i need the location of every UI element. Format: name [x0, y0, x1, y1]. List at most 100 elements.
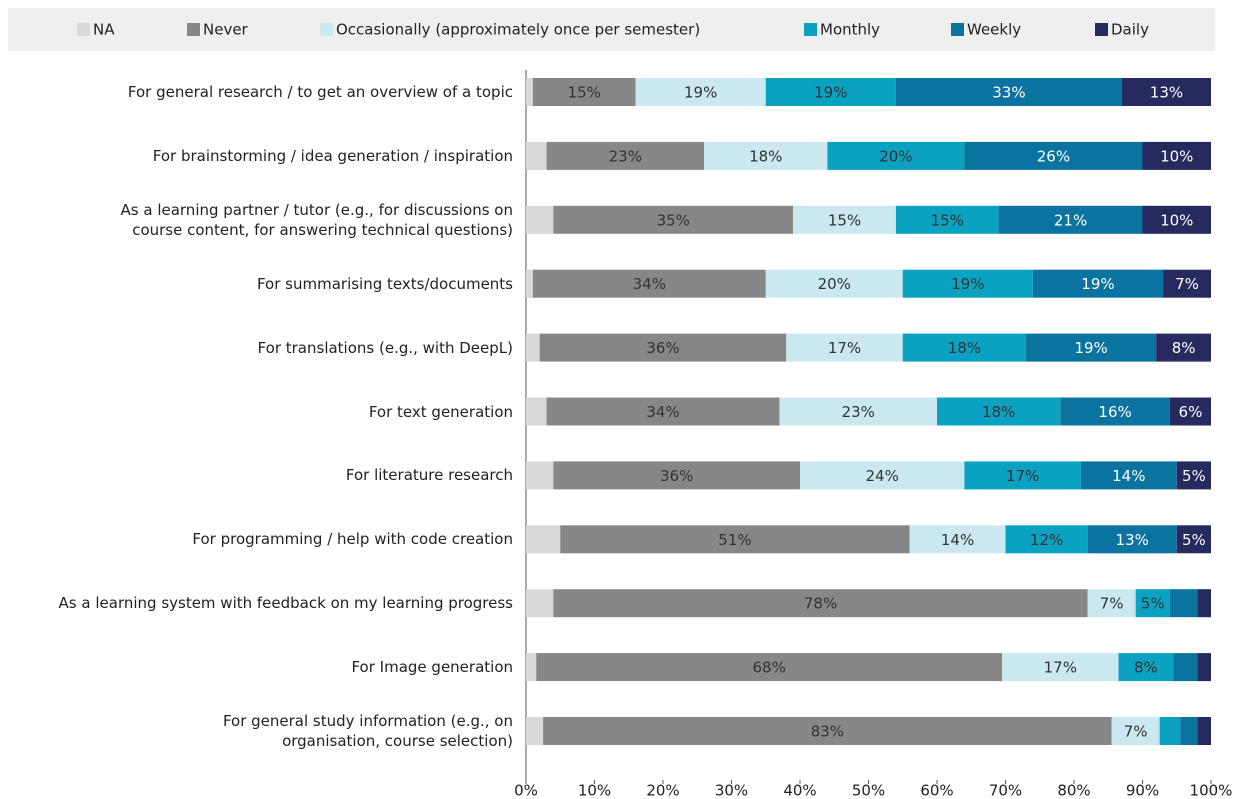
bar-segment [553, 205, 794, 234]
bar-segment [1176, 525, 1211, 554]
bar-label: 20% [818, 275, 851, 293]
bar-label: 83% [811, 723, 844, 741]
bar-label: 5% [1141, 595, 1165, 613]
bar-label: 12% [1030, 531, 1063, 549]
bar-segment [779, 397, 937, 426]
bar-label: 36% [660, 467, 693, 485]
bar-label: 14% [941, 531, 974, 549]
bar-label: 18% [749, 147, 782, 165]
bar-label: 8% [1172, 339, 1196, 357]
bar-segment [902, 269, 1033, 298]
bar-label: 21% [1054, 211, 1087, 229]
bar-segment [1169, 589, 1198, 618]
bar-label: 20% [879, 147, 912, 165]
bar-segment [1026, 333, 1157, 362]
bar-label: 33% [992, 84, 1025, 102]
bar-segment [1118, 653, 1174, 682]
bar-label: 17% [1006, 467, 1039, 485]
bar-label: 13% [1150, 84, 1183, 102]
legend-label: Monthly [820, 21, 880, 39]
bar-label: 17% [1044, 659, 1077, 677]
bar-segment [526, 461, 554, 490]
bar-label: 34% [633, 275, 666, 293]
bar-segment [553, 589, 1088, 618]
bar-label: 19% [814, 84, 847, 102]
bar-segment [909, 525, 1006, 554]
legend-label: Occasionally (approximately once per sem… [336, 21, 700, 39]
bar-label: 26% [1037, 147, 1070, 165]
bar-segment [546, 141, 705, 170]
bar-label: 13% [1116, 531, 1149, 549]
bar-segment [827, 141, 965, 170]
bar-label: 15% [828, 211, 861, 229]
bar-label: 23% [842, 403, 875, 421]
bar-segment [1121, 78, 1211, 106]
bar-segment [1173, 653, 1198, 682]
bar-segment [1176, 461, 1211, 490]
category-label: For text generation [368, 402, 513, 421]
bar-label: 18% [982, 403, 1015, 421]
bar-label: 7% [1124, 723, 1148, 741]
x-tick-label: 30% [715, 782, 748, 799]
bar-segment [553, 461, 800, 490]
bar-segment [526, 717, 544, 745]
category-label: For literature research [345, 466, 513, 485]
bar-segment [536, 653, 1003, 682]
bar-segment [1197, 653, 1211, 682]
legend-swatch [77, 23, 90, 36]
bar-label: 15% [568, 84, 601, 102]
bar-segment [526, 589, 554, 618]
bar-segment [902, 333, 1027, 362]
bar-label: 78% [804, 595, 837, 613]
bar-label: 10% [1160, 211, 1193, 229]
bar-segment [1142, 205, 1211, 234]
bar-segment [526, 333, 540, 362]
category-label: For general research / to get an overvie… [127, 83, 513, 101]
legend-swatch [1095, 23, 1108, 36]
legend-swatch [320, 23, 333, 36]
bar-label: 19% [1081, 275, 1114, 293]
bar-segment [964, 461, 1081, 490]
x-tick-label: 0% [514, 782, 538, 799]
bar-label: 34% [646, 403, 679, 421]
bar-segment [526, 397, 547, 426]
bar-segment [895, 78, 1122, 106]
category-label: For Image generation [351, 658, 513, 677]
bar-label: 19% [951, 275, 984, 293]
bar-segment [1111, 717, 1160, 745]
legend-label: Weekly [967, 21, 1021, 39]
bar-segment [1197, 589, 1211, 618]
category-label: For translations (e.g., with DeepL) [257, 338, 513, 357]
bar-segment [526, 205, 554, 234]
bar-segment [964, 141, 1143, 170]
bar-label: 5% [1182, 467, 1206, 485]
bar-label: 19% [1074, 339, 1107, 357]
category-label: For summarising texts/documents [256, 274, 513, 293]
category-label: For brainstorming / idea generation / in… [152, 146, 513, 165]
bar-segment [704, 141, 828, 170]
category-label: For programming / help with code creatio… [192, 530, 513, 549]
x-tick-label: 70% [989, 782, 1022, 799]
legend-label: Never [203, 21, 249, 39]
bar-segment [526, 141, 547, 170]
bar-segment [895, 205, 999, 234]
bar-segment [526, 78, 533, 106]
bar-label: 23% [609, 147, 642, 165]
bar-label: 36% [646, 339, 679, 357]
bar-segment [1032, 269, 1164, 298]
bar-segment [1142, 141, 1211, 170]
bar-label: 19% [684, 84, 717, 102]
bar-label: 14% [1112, 467, 1145, 485]
bar-segment [560, 525, 910, 554]
bar-label: 7% [1100, 595, 1124, 613]
bar-segment [800, 461, 965, 490]
bar-label: 17% [828, 339, 861, 357]
bar-segment [543, 717, 1112, 745]
bar-segment [526, 653, 537, 682]
bar-segment [998, 205, 1143, 234]
category-label: As a learning partner / tutor (e.g., for… [120, 200, 513, 239]
bar-segment [539, 333, 787, 362]
legend-swatch [187, 23, 200, 36]
bar-segment [1005, 525, 1088, 554]
